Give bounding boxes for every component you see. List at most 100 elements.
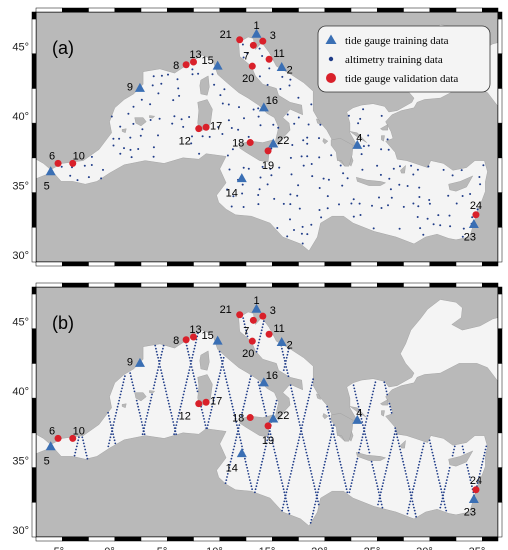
altimetry-track-point — [114, 415, 117, 417]
altimetry-track-point — [361, 436, 364, 439]
training-station-triangle — [258, 102, 269, 112]
altimetry-track-point — [175, 424, 178, 426]
frame-segment-bottom — [429, 536, 457, 542]
altimetry-track-point — [245, 463, 248, 466]
altimetry-track-point — [261, 396, 263, 399]
altimetry-point — [230, 127, 233, 129]
altimetry-point — [273, 197, 276, 200]
altimetry-point — [347, 114, 350, 117]
frame-segment-top — [245, 282, 273, 288]
altimetry-track-point — [85, 451, 87, 454]
chios-island — [381, 135, 385, 142]
altimetry-point — [188, 116, 191, 118]
altimetry-track-point — [330, 424, 333, 426]
altimetry-track-point — [280, 479, 283, 481]
altimetry-track-point — [246, 466, 249, 469]
altimetry-track-point — [401, 457, 404, 460]
altimetry-track-point — [377, 500, 380, 503]
altimetry-track-point — [357, 405, 360, 408]
station-label: 19 — [262, 160, 274, 172]
altimetry-track-point — [250, 375, 252, 378]
altimetry-track-point — [220, 360, 223, 362]
frame-segment-left — [31, 157, 37, 193]
altimetry-track-point — [362, 424, 364, 426]
corfu-island — [316, 393, 321, 400]
station-label: 1 — [253, 20, 259, 32]
altimetry-track-point — [438, 479, 440, 481]
altimetry-point — [270, 174, 273, 177]
altimetry-track-point — [480, 466, 483, 469]
map-legend: tide gauge training data altimetry traini… — [317, 25, 491, 93]
altimetry-track-point — [364, 436, 367, 439]
menorca-island — [149, 390, 156, 394]
altimetry-track-point — [135, 399, 138, 402]
altimetry-track-point — [312, 479, 314, 481]
altimetry-track-point — [386, 393, 389, 396]
euboea-island — [349, 131, 367, 143]
altimetry-track-point — [247, 384, 250, 387]
training-station-triangle — [236, 448, 247, 458]
altimetry-point — [157, 92, 160, 95]
altimetry-track-point — [379, 497, 382, 500]
altimetry-track-point — [297, 418, 300, 420]
altimetry-track-point — [440, 491, 443, 494]
altimetry-track-point — [191, 369, 194, 371]
altimetry-track-point — [328, 415, 331, 417]
altimetry-track-point — [385, 390, 388, 393]
training-station-triangle — [134, 357, 145, 367]
altimetry-track-point — [244, 396, 247, 399]
altimetry-track-point — [406, 512, 409, 515]
station-label: 18 — [232, 138, 244, 150]
altimetry-track-point — [415, 473, 418, 475]
altimetry-track-point — [353, 387, 356, 390]
altimetry-point — [241, 43, 244, 46]
altimetry-track-point — [112, 433, 114, 436]
altimetry-track-point — [326, 451, 329, 454]
cyprus-island — [448, 450, 474, 467]
altimetry-track-point — [237, 430, 240, 433]
altimetry-track-point — [108, 442, 110, 445]
altimetry-point — [310, 103, 313, 106]
altimetry-track-point — [281, 347, 283, 350]
altimetry-track-point — [481, 460, 484, 463]
cyprus-island — [448, 175, 474, 192]
altimetry-point — [300, 155, 303, 158]
altimetry-track-point — [366, 415, 369, 417]
altimetry-track-point — [76, 442, 79, 445]
altimetry-track-point — [137, 408, 140, 411]
altimetry-track-point — [360, 439, 363, 442]
training-station-triangle — [251, 28, 262, 38]
altimetry-track-point — [257, 476, 260, 478]
altimetry-point — [289, 193, 292, 196]
frame-segment-top — [482, 282, 499, 288]
altimetry-track-point — [132, 387, 135, 390]
x-tick-label: 0° — [104, 546, 115, 550]
altimetry-track-point — [155, 347, 157, 350]
altimetry-track-point — [163, 384, 166, 387]
validation-station-circle — [248, 337, 256, 345]
altimetry-track-point — [155, 350, 158, 353]
altimetry-track-point — [409, 491, 412, 494]
corsica-island — [199, 350, 210, 371]
altimetry-track-point — [261, 399, 264, 402]
altimetry-track-point — [476, 482, 479, 484]
altimetry-track-point — [162, 381, 165, 384]
altimetry-track-point — [233, 445, 236, 448]
altimetry-track-point — [308, 463, 311, 466]
altimetry-track-point — [187, 375, 189, 378]
altimetry-track-point — [197, 332, 199, 335]
altimetry-point — [180, 118, 183, 121]
frame-segment-top — [167, 282, 194, 288]
altimetry-track-point — [124, 375, 126, 378]
altimetry-track-point — [277, 466, 280, 469]
altimetry-track-point — [392, 439, 395, 442]
altimetry-point — [387, 148, 390, 151]
altimetry-track-point — [308, 393, 311, 396]
x-tick-label: -5° — [50, 546, 64, 550]
altimetry-track-point — [230, 399, 233, 402]
altimetry-track-point — [287, 482, 290, 484]
frame-segment-right — [497, 286, 503, 295]
altimetry-point — [461, 235, 464, 238]
altimetry-track-point — [257, 344, 259, 347]
